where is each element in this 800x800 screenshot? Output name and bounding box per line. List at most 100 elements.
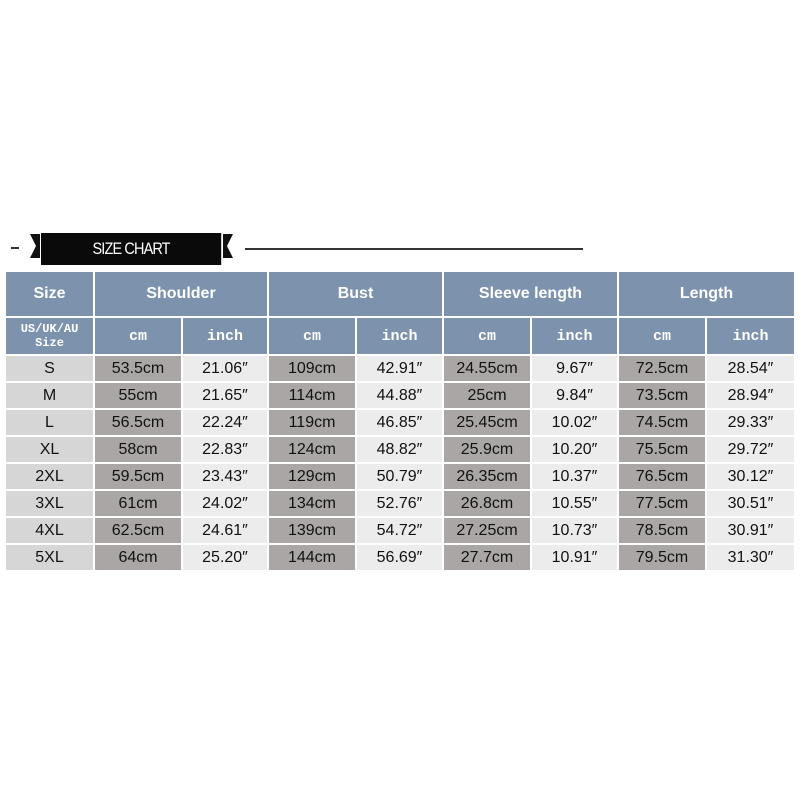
cm-cell: 27.7cm bbox=[444, 545, 530, 570]
table-row: 4XL 62.5cm 24.61″ 139cm 54.72″ 27.25cm 10.73″ 7… bbox=[6, 518, 794, 543]
size-cell: L bbox=[6, 410, 93, 435]
table-row: L 56.5cm 22.24″ 119cm 46.85″ 25.45cm 10.02″ 74.… bbox=[6, 410, 794, 435]
inch-cell: 21.06″ bbox=[183, 356, 267, 381]
ribbon-end-left bbox=[30, 234, 40, 258]
cm-cell: 56.5cm bbox=[95, 410, 181, 435]
cm-cell: 134cm bbox=[269, 491, 355, 516]
inch-cell: 24.02″ bbox=[183, 491, 267, 516]
cm-cell: 139cm bbox=[269, 518, 355, 543]
cm-cell: 58cm bbox=[95, 437, 181, 462]
cm-cell: 55cm bbox=[95, 383, 181, 408]
cm-cell: 25cm bbox=[444, 383, 530, 408]
table-row: 2XL 59.5cm 23.43″ 129cm 50.79″ 26.35cm 10.37″ 7… bbox=[6, 464, 794, 489]
inch-cell: 46.85″ bbox=[357, 410, 442, 435]
table-row: 5XL 64cm 25.20″ 144cm 56.69″ 27.7cm 10.91″ 79.5… bbox=[6, 545, 794, 570]
cm-cell: 76.5cm bbox=[619, 464, 705, 489]
cm-cell: 27.25cm bbox=[444, 518, 530, 543]
inch-cell: 30.51″ bbox=[707, 491, 794, 516]
cm-cell: 61cm bbox=[95, 491, 181, 516]
table-row: 3XL 61cm 24.02″ 134cm 52.76″ 26.8cm 10.55″ 77.5… bbox=[6, 491, 794, 516]
cm-cell: 75.5cm bbox=[619, 437, 705, 462]
divider bbox=[245, 248, 583, 250]
cm-cell: 78.5cm bbox=[619, 518, 705, 543]
size-cell: 5XL bbox=[6, 545, 93, 570]
cm-cell: 26.8cm bbox=[444, 491, 530, 516]
size-cell: S bbox=[6, 356, 93, 381]
header-sleeve-length: Sleeve length bbox=[444, 272, 617, 316]
size-cell: 4XL bbox=[6, 518, 93, 543]
inch-cell: 50.79″ bbox=[357, 464, 442, 489]
inch-cell: 23.43″ bbox=[183, 464, 267, 489]
inch-cell: 52.76″ bbox=[357, 491, 442, 516]
cm-cell: 25.9cm bbox=[444, 437, 530, 462]
header-inch: inch bbox=[532, 318, 617, 354]
header-size-region: US/UK/AU Size bbox=[6, 318, 93, 354]
ribbon-end-right bbox=[223, 234, 233, 258]
inch-cell: 25.20″ bbox=[183, 545, 267, 570]
inch-cell: 28.54″ bbox=[707, 356, 794, 381]
cm-cell: 144cm bbox=[269, 545, 355, 570]
header-cm: cm bbox=[619, 318, 705, 354]
cm-cell: 64cm bbox=[95, 545, 181, 570]
header-row: Size Shoulder Bust Sleeve length Length bbox=[6, 272, 794, 316]
cm-cell: 109cm bbox=[269, 356, 355, 381]
cm-cell: 53.5cm bbox=[95, 356, 181, 381]
cm-cell: 25.45cm bbox=[444, 410, 530, 435]
header-shoulder: Shoulder bbox=[95, 272, 267, 316]
cm-cell: 124cm bbox=[269, 437, 355, 462]
inch-cell: 10.55″ bbox=[532, 491, 617, 516]
size-cell: 2XL bbox=[6, 464, 93, 489]
header-cm: cm bbox=[444, 318, 530, 354]
cm-cell: 62.5cm bbox=[95, 518, 181, 543]
cm-cell: 114cm bbox=[269, 383, 355, 408]
inch-cell: 29.72″ bbox=[707, 437, 794, 462]
banner-title: SIZE CHART bbox=[41, 233, 222, 265]
inch-cell: 30.91″ bbox=[707, 518, 794, 543]
inch-cell: 48.82″ bbox=[357, 437, 442, 462]
subheader-row: US/UK/AU Size cm inch cm inch cm inch cm… bbox=[6, 318, 794, 354]
header-length: Length bbox=[619, 272, 794, 316]
inch-cell: 22.24″ bbox=[183, 410, 267, 435]
size-cell: 3XL bbox=[6, 491, 93, 516]
header-size: Size bbox=[6, 272, 93, 316]
header-inch: inch bbox=[183, 318, 267, 354]
header-inch: inch bbox=[707, 318, 794, 354]
cm-cell: 24.55cm bbox=[444, 356, 530, 381]
table-row: M 55cm 21.65″ 114cm 44.88″ 25cm 9.84″ 73.5cm 28.… bbox=[6, 383, 794, 408]
inch-cell: 30.12″ bbox=[707, 464, 794, 489]
inch-cell: 22.83″ bbox=[183, 437, 267, 462]
table-row: XL 58cm 22.83″ 124cm 48.82″ 25.9cm 10.20″ 75.5c… bbox=[6, 437, 794, 462]
size-chart-banner: SIZE CHART bbox=[0, 229, 800, 269]
inch-cell: 31.30″ bbox=[707, 545, 794, 570]
inch-cell: 28.94″ bbox=[707, 383, 794, 408]
cm-cell: 72.5cm bbox=[619, 356, 705, 381]
inch-cell: 10.20″ bbox=[532, 437, 617, 462]
header-bust: Bust bbox=[269, 272, 442, 316]
inch-cell: 54.72″ bbox=[357, 518, 442, 543]
size-cell: M bbox=[6, 383, 93, 408]
cm-cell: 26.35cm bbox=[444, 464, 530, 489]
inch-cell: 9.67″ bbox=[532, 356, 617, 381]
inch-cell: 56.69″ bbox=[357, 545, 442, 570]
cm-cell: 79.5cm bbox=[619, 545, 705, 570]
inch-cell: 10.02″ bbox=[532, 410, 617, 435]
cm-cell: 119cm bbox=[269, 410, 355, 435]
header-inch: inch bbox=[357, 318, 442, 354]
inch-cell: 44.88″ bbox=[357, 383, 442, 408]
header-cm: cm bbox=[269, 318, 355, 354]
inch-cell: 9.84″ bbox=[532, 383, 617, 408]
size-table: Size Shoulder Bust Sleeve length Length … bbox=[4, 270, 796, 572]
cm-cell: 129cm bbox=[269, 464, 355, 489]
inch-cell: 24.61″ bbox=[183, 518, 267, 543]
table-row: S 53.5cm 21.06″ 109cm 42.91″ 24.55cm 9.67″ 72.5… bbox=[6, 356, 794, 381]
divider bbox=[11, 247, 19, 249]
inch-cell: 21.65″ bbox=[183, 383, 267, 408]
cm-cell: 59.5cm bbox=[95, 464, 181, 489]
inch-cell: 10.91″ bbox=[532, 545, 617, 570]
inch-cell: 42.91″ bbox=[357, 356, 442, 381]
inch-cell: 29.33″ bbox=[707, 410, 794, 435]
inch-cell: 10.37″ bbox=[532, 464, 617, 489]
header-cm: cm bbox=[95, 318, 181, 354]
cm-cell: 73.5cm bbox=[619, 383, 705, 408]
cm-cell: 74.5cm bbox=[619, 410, 705, 435]
